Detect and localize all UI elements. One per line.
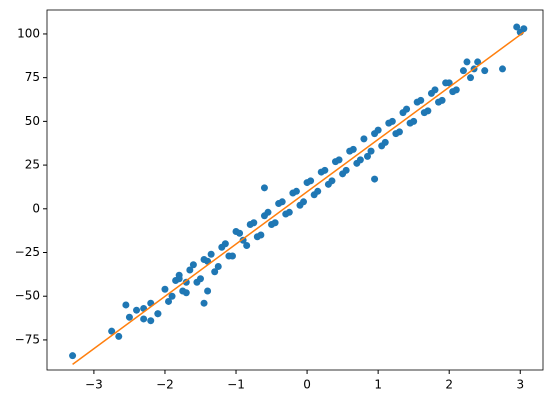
point <box>125 313 133 321</box>
point <box>193 278 201 286</box>
point <box>165 297 173 305</box>
point <box>172 276 180 284</box>
point <box>200 299 208 307</box>
point <box>413 98 421 106</box>
point <box>221 240 229 248</box>
point <box>108 327 116 335</box>
x-tick-label: 1 <box>374 378 382 392</box>
point <box>459 67 467 75</box>
point <box>321 166 329 174</box>
point <box>179 287 187 295</box>
point <box>356 156 364 164</box>
x-tick-label: −3 <box>85 378 103 392</box>
point <box>250 219 258 227</box>
point <box>360 135 368 143</box>
point <box>498 65 506 73</box>
point <box>363 152 371 160</box>
point <box>115 332 123 340</box>
point <box>228 252 236 260</box>
point <box>314 187 322 195</box>
point <box>182 278 190 286</box>
point <box>378 142 386 150</box>
point <box>200 255 208 263</box>
point <box>392 130 400 138</box>
point <box>211 268 219 276</box>
x-tick-label: 0 <box>303 378 311 392</box>
x-tick-label: 2 <box>445 378 453 392</box>
point <box>385 119 393 127</box>
point <box>442 79 450 87</box>
y-tick-label: 75 <box>25 70 40 84</box>
point <box>342 166 350 174</box>
y-tick-label: 25 <box>25 158 40 172</box>
point <box>154 310 162 318</box>
point <box>300 198 308 206</box>
point <box>264 208 272 216</box>
point <box>335 156 343 164</box>
point <box>285 208 293 216</box>
point <box>513 23 521 31</box>
point <box>449 88 457 96</box>
plot-frame <box>46 9 544 371</box>
point <box>207 250 215 258</box>
point <box>204 287 212 295</box>
point <box>214 262 222 270</box>
point <box>69 352 77 360</box>
point <box>257 231 265 239</box>
point <box>474 58 482 66</box>
point <box>463 58 471 66</box>
point <box>278 198 286 206</box>
point <box>292 187 300 195</box>
point <box>371 175 379 183</box>
point <box>427 89 435 97</box>
y-tick-label: 50 <box>25 114 40 128</box>
point <box>147 317 155 325</box>
point <box>420 109 428 117</box>
point <box>467 74 475 82</box>
point <box>140 315 148 323</box>
point <box>239 236 247 244</box>
point <box>328 177 336 185</box>
x-tick-label: −2 <box>156 378 174 392</box>
point <box>371 130 379 138</box>
point <box>168 292 176 300</box>
fit-line <box>72 31 525 366</box>
point <box>236 229 244 237</box>
point <box>243 242 251 250</box>
point <box>367 147 375 155</box>
point <box>122 301 130 309</box>
y-tick-label: −75 <box>15 332 40 346</box>
point <box>260 184 268 192</box>
point <box>133 306 141 314</box>
point <box>189 261 197 269</box>
point <box>161 285 169 293</box>
point <box>307 177 315 185</box>
y-tick-label: −50 <box>15 289 40 303</box>
y-tick-label: −25 <box>15 245 40 259</box>
point <box>481 67 489 75</box>
point <box>349 145 357 153</box>
y-tick-label: 100 <box>17 26 40 40</box>
x-tick-label: 3 <box>516 378 524 392</box>
x-tick-label: −1 <box>227 378 245 392</box>
point <box>271 219 279 227</box>
point <box>399 109 407 117</box>
y-tick-label: 0 <box>32 201 40 215</box>
point <box>186 266 194 274</box>
point <box>435 98 443 106</box>
point <box>406 119 414 127</box>
